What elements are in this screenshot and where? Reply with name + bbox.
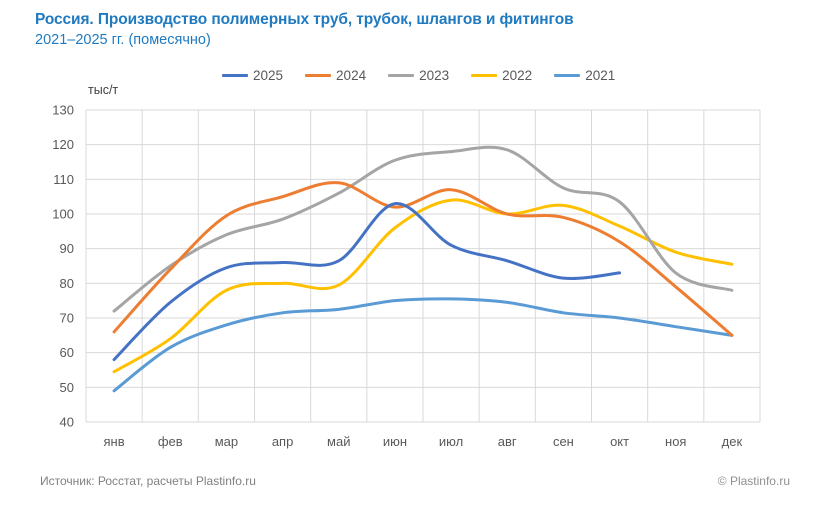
y-axis-tick-label: 60	[60, 345, 74, 360]
y-axis-tick-label: 50	[60, 380, 74, 395]
title-block: Россия. Производство полимерных труб, тр…	[35, 10, 574, 50]
x-axis-tick-label: фев	[158, 434, 183, 449]
series-line-2023	[112, 145, 734, 313]
legend-item-2021[interactable]: 2021	[554, 68, 615, 83]
x-axis-tick-label: апр	[272, 434, 294, 449]
x-axis-tick-label: июн	[383, 434, 407, 449]
y-axis-tick-label: 100	[52, 207, 74, 222]
page-title: Россия. Производство полимерных труб, тр…	[35, 11, 574, 28]
x-axis-tick-label: янв	[104, 434, 125, 449]
y-axis-tick-label: 90	[60, 241, 74, 256]
legend-swatch-icon	[388, 73, 415, 78]
legend-item-2024[interactable]: 2024	[305, 68, 366, 83]
y-axis-ticks: 40 50 60 70 80 90 100 110 120 130	[52, 103, 74, 430]
source-note: Источник: Росстат, расчеты Plastinfo.ru	[40, 474, 256, 488]
legend-item-label: 2025	[253, 68, 284, 83]
x-axis-tick-label: ноя	[665, 434, 686, 449]
x-axis-tick-label: май	[327, 434, 350, 449]
gridlines	[85, 109, 761, 423]
y-axis-tick-label: 130	[52, 103, 74, 118]
y-axis-tick-label: 80	[60, 276, 74, 291]
legend-item-2022[interactable]: 2022	[471, 68, 532, 83]
y-axis-tick-label: 120	[52, 137, 74, 152]
legend-item-label: 2023	[419, 68, 450, 83]
legend-item-label: 2021	[585, 68, 616, 83]
y-axis-tick-label: 110	[53, 172, 74, 187]
y-axis-tick-label: 70	[60, 311, 74, 326]
y-axis-tick-label: 40	[60, 415, 74, 430]
chart-plot-area: 40 50 60 70 80 90 100 110 120 130 янв фев мар апр май…	[52, 103, 761, 449]
series-line-2024	[112, 181, 734, 337]
legend-item-2023[interactable]: 2023	[388, 68, 449, 83]
legend-swatch-icon	[222, 73, 248, 78]
legend-item-label: 2022	[502, 68, 533, 83]
copyright-note: © Plastinfo.ru	[717, 474, 790, 488]
x-axis-tick-label: июл	[439, 434, 463, 449]
series-line-2025	[112, 202, 622, 362]
x-axis-ticks: янв фев мар апр май июн июл авг сен окт ноя дек	[104, 434, 743, 449]
legend-item-label: 2024	[336, 68, 367, 83]
x-axis-tick-label: мар	[215, 434, 238, 449]
page-subtitle: 2021–2025 гг. (помесячно)	[35, 32, 211, 48]
x-axis-tick-label: окт	[610, 434, 629, 449]
legend-swatch-icon	[305, 73, 332, 78]
series-line-2021	[112, 297, 734, 393]
x-axis-tick-label: сен	[553, 434, 574, 449]
x-axis-tick-label: дек	[722, 434, 743, 449]
series-line-2022	[112, 198, 734, 374]
chart-legend: 2025 2024 2023 2022 2021	[222, 68, 615, 83]
legend-swatch-icon	[554, 73, 581, 78]
data-series-layer	[112, 145, 734, 393]
y-axis-unit-label: тыс/т	[88, 83, 119, 97]
x-axis-tick-label: авг	[498, 434, 517, 449]
legend-item-2025[interactable]: 2025	[222, 68, 283, 83]
legend-swatch-icon	[471, 73, 498, 78]
